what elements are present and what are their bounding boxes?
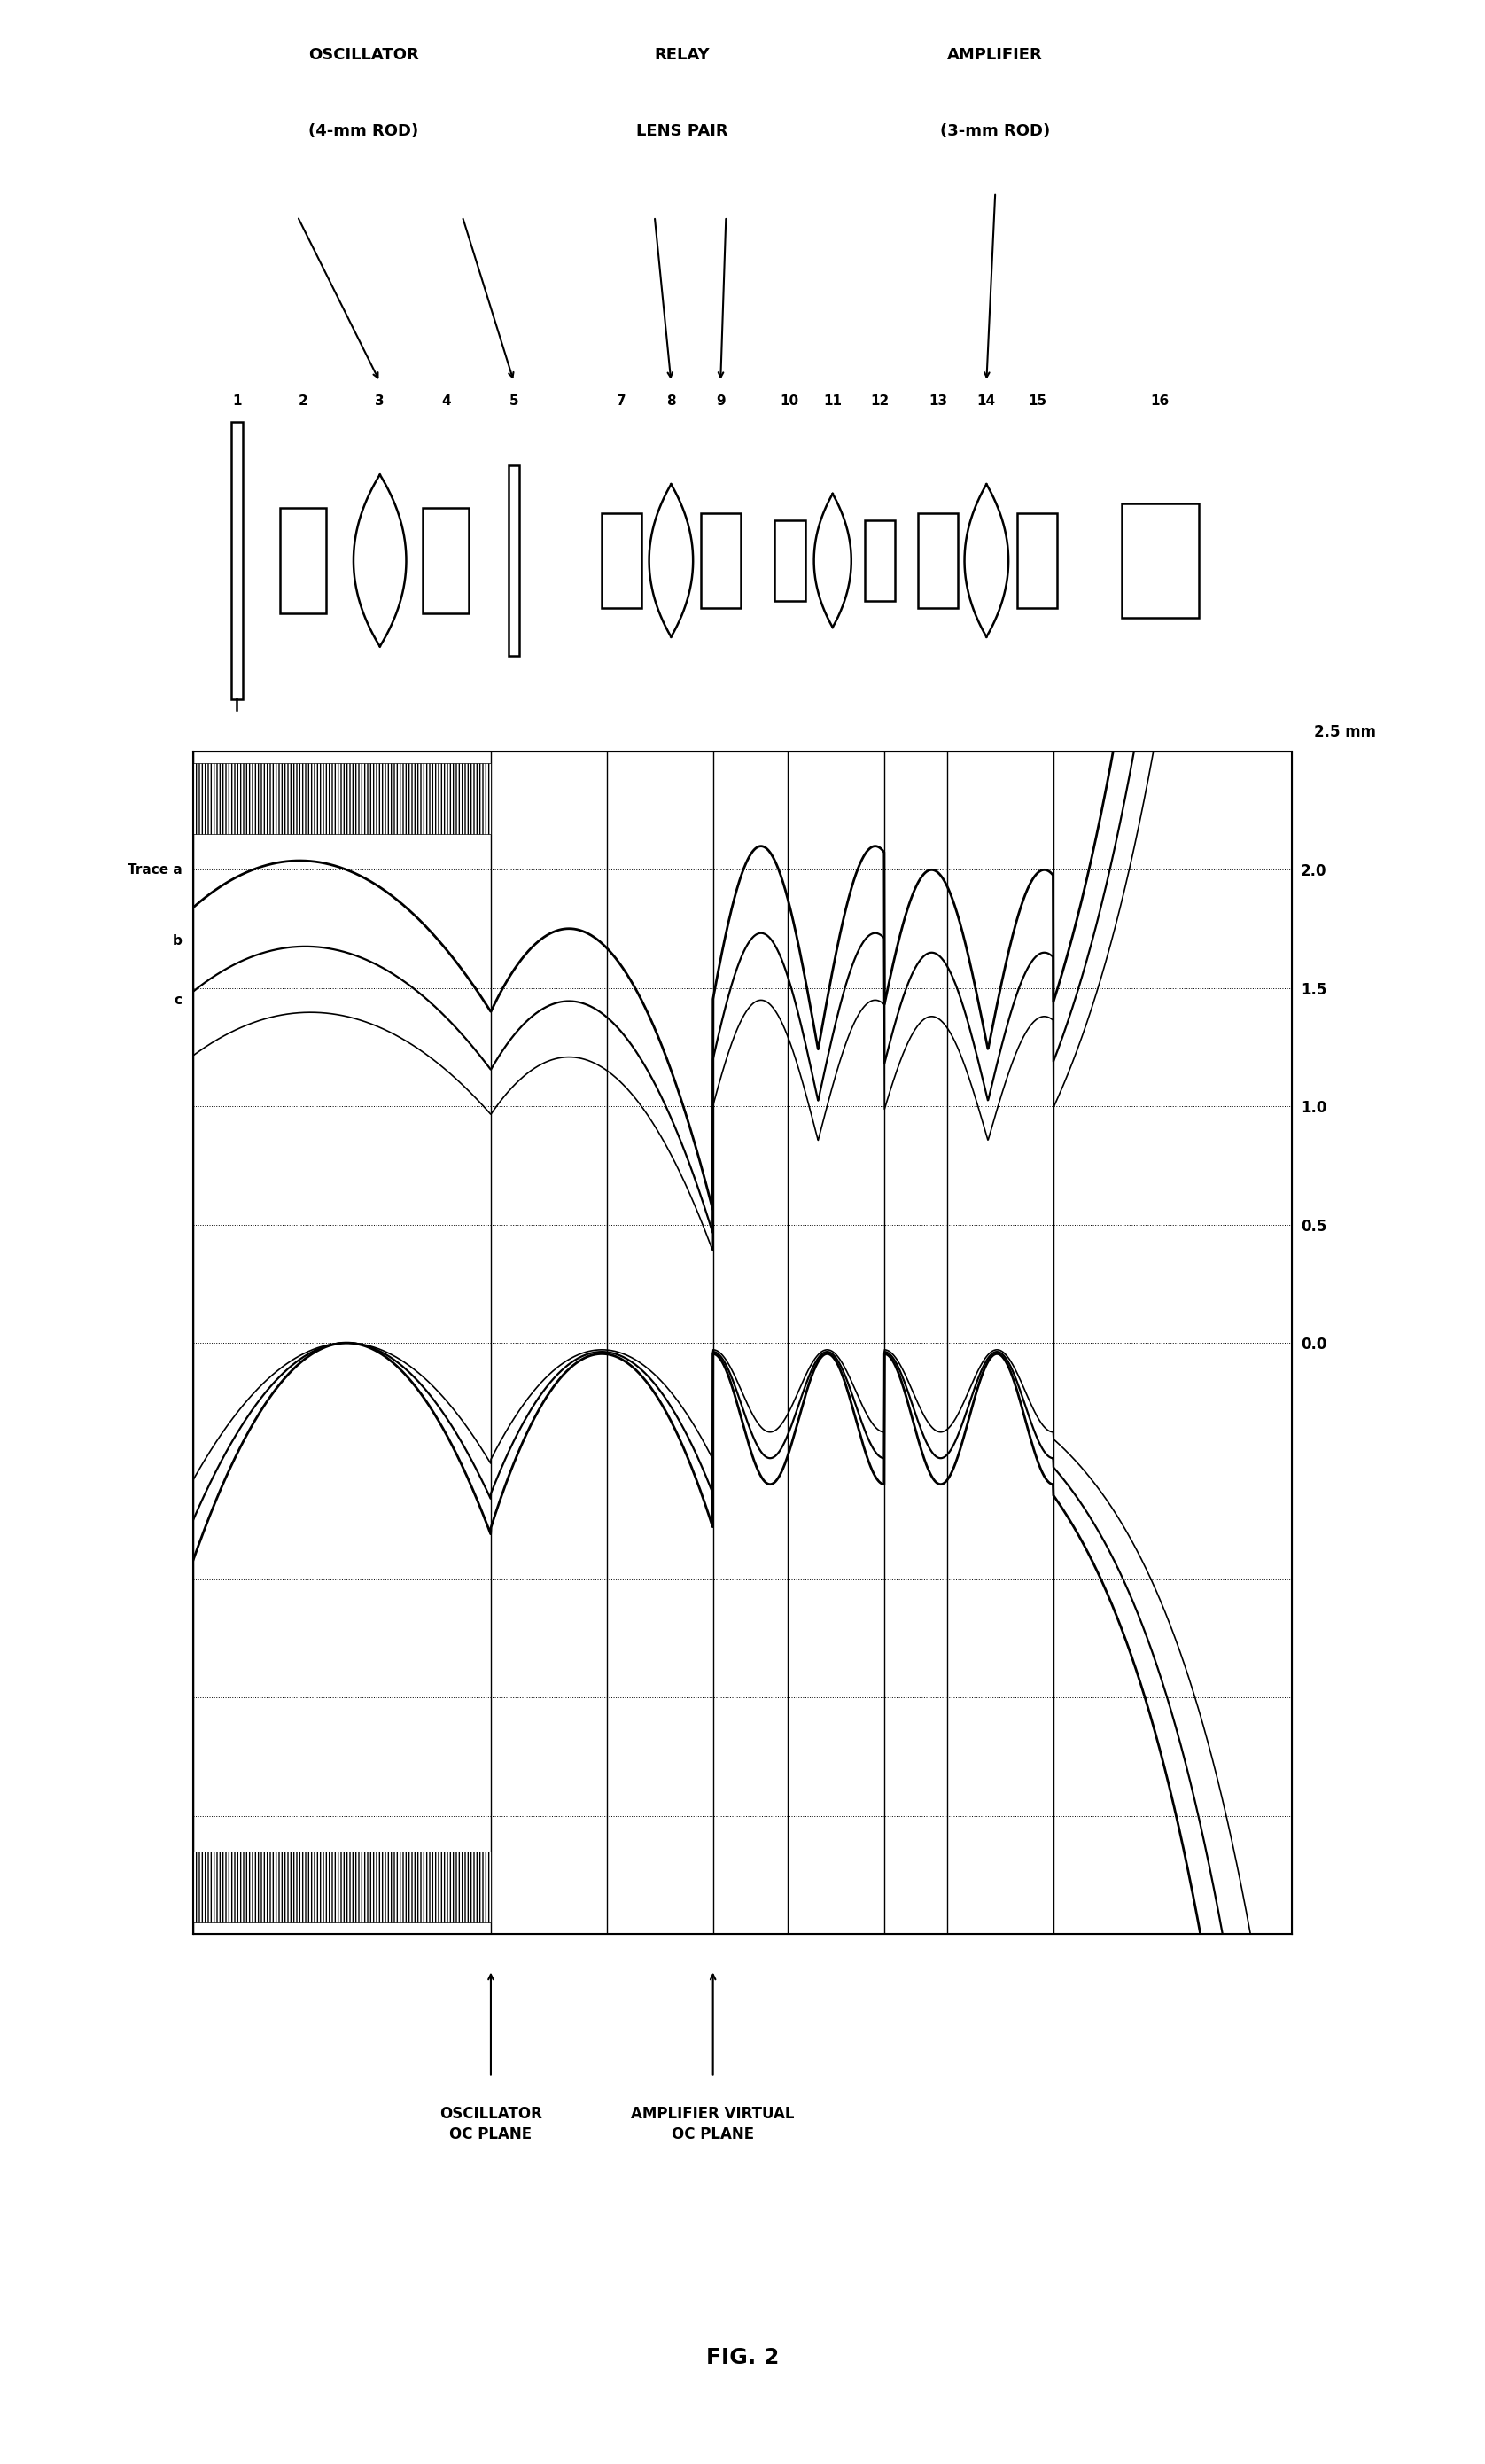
Bar [193, 1850, 492, 1922]
Text: 13: 13 [928, 394, 947, 407]
Text: RELAY: RELAY [655, 47, 710, 64]
Text: 2.5 mm: 2.5 mm [1314, 724, 1377, 739]
Bar [193, 764, 492, 835]
Text: 12: 12 [870, 394, 890, 407]
Text: 11: 11 [823, 394, 842, 407]
Text: 10: 10 [781, 394, 799, 407]
Text: (3-mm ROD): (3-mm ROD) [940, 123, 1050, 138]
Text: AMPLIFIER: AMPLIFIER [947, 47, 1042, 64]
Text: 7: 7 [616, 394, 627, 407]
Text: LENS PAIR: LENS PAIR [636, 123, 728, 138]
Bar [232, 421, 242, 700]
Bar [279, 508, 327, 614]
Bar [601, 513, 642, 609]
Bar [508, 466, 520, 655]
Text: 4: 4 [441, 394, 450, 407]
Text: b: b [172, 934, 183, 946]
Bar [701, 513, 741, 609]
Bar [864, 520, 895, 601]
Bar [423, 508, 469, 614]
Text: 1: 1 [232, 394, 242, 407]
Text: 15: 15 [1028, 394, 1047, 407]
Text: FIG. 2: FIG. 2 [705, 2348, 780, 2368]
Text: (4-mm ROD): (4-mm ROD) [309, 123, 419, 138]
Text: AMPLIFIER VIRTUAL
OC PLANE: AMPLIFIER VIRTUAL OC PLANE [631, 2107, 794, 2144]
Text: 9: 9 [716, 394, 725, 407]
Text: Trace a: Trace a [128, 862, 183, 877]
Text: 14: 14 [977, 394, 996, 407]
Text: 16: 16 [1151, 394, 1170, 407]
Text: OSCILLATOR: OSCILLATOR [307, 47, 419, 64]
Bar [918, 513, 958, 609]
Bar [774, 520, 805, 601]
Text: 3: 3 [376, 394, 385, 407]
Bar [1017, 513, 1057, 609]
Bar [1121, 503, 1198, 618]
Text: OSCILLATOR
OC PLANE: OSCILLATOR OC PLANE [440, 2107, 542, 2144]
Text: 2: 2 [298, 394, 307, 407]
Text: c: c [174, 993, 183, 1005]
Text: 5: 5 [509, 394, 518, 407]
Text: 8: 8 [667, 394, 676, 407]
